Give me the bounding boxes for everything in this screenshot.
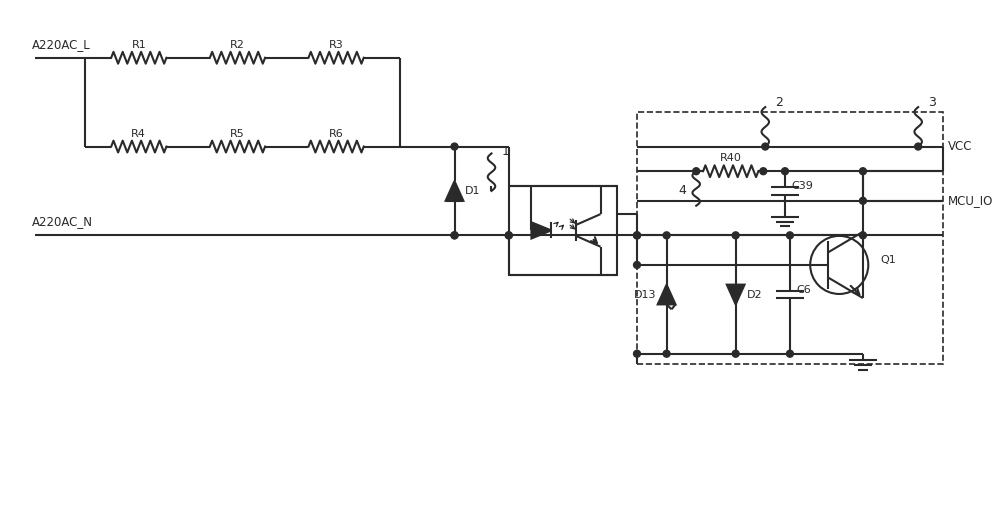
Circle shape — [760, 168, 767, 175]
Circle shape — [505, 232, 512, 239]
Circle shape — [663, 350, 670, 357]
Circle shape — [732, 350, 739, 357]
Text: C39: C39 — [791, 181, 813, 191]
Bar — [637, 112, 943, 363]
Text: 1: 1 — [501, 145, 509, 158]
Circle shape — [663, 232, 670, 239]
Text: D13: D13 — [634, 290, 657, 300]
Text: D2: D2 — [747, 290, 762, 300]
Circle shape — [782, 168, 788, 175]
Polygon shape — [658, 284, 675, 304]
Text: A220AC_N: A220AC_N — [32, 215, 93, 228]
Circle shape — [786, 350, 793, 357]
Circle shape — [762, 143, 769, 150]
Circle shape — [505, 232, 512, 239]
Circle shape — [786, 232, 793, 239]
Circle shape — [732, 232, 739, 239]
Text: C6: C6 — [797, 284, 812, 295]
Circle shape — [859, 168, 866, 175]
Text: R40: R40 — [720, 153, 742, 163]
Text: 3: 3 — [928, 96, 936, 109]
Circle shape — [634, 232, 640, 239]
Text: D1: D1 — [465, 186, 481, 196]
Text: R2: R2 — [230, 40, 245, 50]
Text: R5: R5 — [230, 129, 245, 139]
Circle shape — [915, 143, 922, 150]
Text: 2: 2 — [775, 96, 783, 109]
Bar — [509, 186, 617, 275]
Text: VCC: VCC — [948, 140, 972, 153]
Circle shape — [451, 232, 458, 239]
Text: R1: R1 — [131, 40, 146, 50]
Text: 4: 4 — [678, 185, 686, 198]
Circle shape — [451, 143, 458, 150]
Circle shape — [859, 198, 866, 204]
Polygon shape — [446, 181, 463, 201]
Text: A220AC_L: A220AC_L — [32, 38, 91, 51]
Text: R3: R3 — [329, 40, 343, 50]
Circle shape — [859, 232, 866, 239]
Circle shape — [693, 168, 700, 175]
Text: R4: R4 — [131, 129, 146, 139]
Circle shape — [634, 262, 640, 268]
Circle shape — [634, 232, 640, 239]
Polygon shape — [531, 223, 551, 239]
Circle shape — [451, 232, 458, 239]
Text: MCU_IO: MCU_IO — [948, 194, 993, 207]
Text: R6: R6 — [329, 129, 343, 139]
Circle shape — [634, 350, 640, 357]
Text: Q1: Q1 — [881, 255, 896, 265]
Polygon shape — [727, 284, 745, 304]
